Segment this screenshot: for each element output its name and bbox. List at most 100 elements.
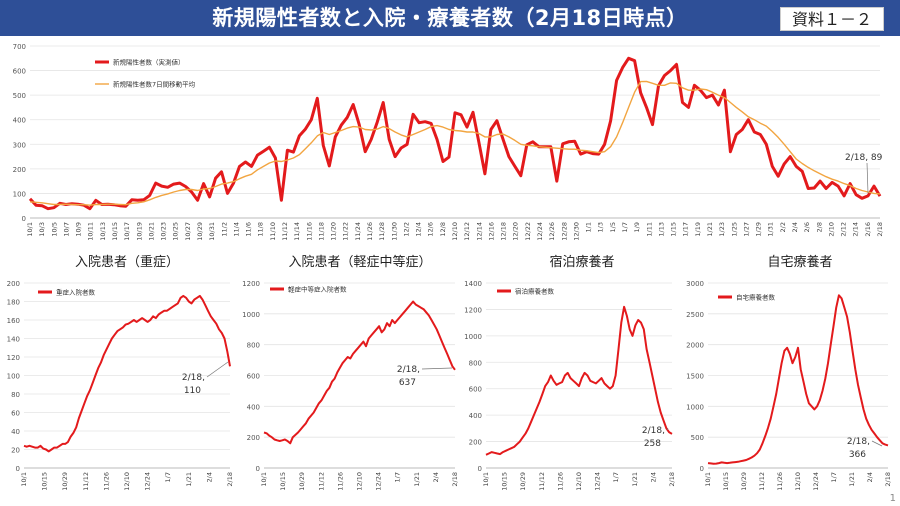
x-tick-label: 1/27 [742,222,750,237]
x-tick-label: 1/15 [670,222,678,237]
x-tick-label: 1/7 [394,472,402,482]
x-tick-label: 10/1 [482,472,490,487]
x-tick-label: 11/2 [220,222,228,237]
y-tick-label: 0 [16,465,20,473]
y-tick-label: 140 [7,336,20,344]
document-badge: 資料１－２ [780,7,884,31]
x-tick-label: 1/7 [830,472,838,482]
x-tick-label: 2/10 [827,222,835,237]
legend-label: 自宅療養者数 [736,293,776,302]
x-tick-label: 2/2 [779,222,787,232]
annotation-leader [206,361,229,378]
x-tick-label: 11/26 [336,472,344,491]
x-tick-label: 2/4 [205,472,213,482]
x-tick-label: 11/26 [776,472,784,491]
x-tick-label: 11/16 [305,222,313,241]
x-tick-label: 1/3 [597,222,605,232]
y-tick-label: 3000 [686,280,704,288]
x-tick-label: 10/1 [260,472,268,487]
x-tick-label: 1/7 [612,472,620,482]
legend-label: 軽症中等症入院者数 [288,285,347,294]
data-annotation: 2/18, [642,426,665,436]
legend-label: 宿泊療養者数 [515,287,555,296]
y-tick-label: 600 [13,68,26,76]
annotation-leader [866,162,869,194]
y-tick-label: 1200 [464,306,482,314]
data-annotation: 2/18, 89 [845,153,883,163]
x-tick-label: 10/15 [722,472,730,491]
x-tick-label: 2/6 [803,222,811,232]
x-tick-label: 2/4 [649,472,657,482]
x-tick-label: 2/4 [791,222,799,232]
y-tick-label: 2500 [686,311,704,319]
x-tick-label: 11/26 [366,222,374,241]
x-tick-label: 11/12 [317,472,325,491]
x-tick-label: 10/21 [147,222,155,241]
y-tick-label: 500 [691,434,704,442]
y-tick-label: 80 [11,391,20,399]
legend-label: 新規陽性者数7日間移動平均 [113,80,196,89]
x-tick-label: 10/1 [704,472,712,487]
x-tick-label: 12/24 [144,472,152,491]
y-tick-label: 200 [7,280,20,288]
y-tick-label: 800 [469,359,482,367]
y-tick-label: 100 [13,190,26,198]
x-tick-label: 10/11 [87,222,95,241]
x-tick-label: 1/13 [657,222,665,237]
annotation-leader [421,367,453,370]
x-tick-label: 2/8 [815,222,823,232]
y-tick-label: 20 [11,447,20,455]
annotation-leader [871,440,883,447]
y-tick-label: 600 [469,386,482,394]
x-tick-label: 1/7 [621,222,629,232]
y-tick-label: 400 [469,412,482,420]
data-annotation-value: 366 [849,450,866,460]
x-tick-label: 1/31 [767,222,775,237]
x-tick-label: 11/22 [342,222,350,241]
x-tick-label: 1/17 [682,222,690,237]
x-tick-label: 1/21 [185,472,193,487]
x-tick-label: 10/15 [41,472,49,491]
x-tick-label: 10/25 [172,222,180,241]
x-tick-label: 12/10 [356,472,364,491]
x-tick-label: 1/21 [848,472,856,487]
x-tick-label: 2/18 [668,472,676,487]
x-tick-label: 10/29 [61,472,69,491]
y-tick-label: 180 [7,299,20,307]
x-tick-label: 1/1 [585,222,593,232]
x-tick-label: 11/10 [269,222,277,241]
legend-label: 重症入院者数 [56,288,96,297]
x-tick-label: 1/29 [755,222,763,237]
x-tick-label: 10/27 [184,222,192,241]
x-tick-label: 12/4 [415,222,423,237]
y-tick-label: 0 [256,465,260,473]
page-number: 1 [889,493,896,504]
data-annotation: 2/18, [847,437,870,447]
x-tick-label: 2/14 [852,222,860,237]
x-tick-label: 10/13 [99,222,107,241]
x-tick-label: 10/19 [135,222,143,241]
y-tick-label: 200 [247,434,260,442]
legend-label: 新規陽性者数（実測値） [113,58,185,67]
x-tick-label: 12/24 [375,472,383,491]
x-tick-label: 2/16 [864,222,872,237]
y-tick-label: 2000 [686,342,704,350]
x-tick-label: 12/30 [572,222,580,241]
chart-title: 入院患者（重症） [75,254,179,270]
y-tick-label: 1400 [464,280,482,288]
y-tick-label: 700 [13,43,26,51]
x-tick-label: 10/3 [38,222,46,237]
x-tick-label: 12/26 [548,222,556,241]
x-tick-label: 10/29 [740,472,748,491]
x-tick-label: 10/9 [75,222,83,237]
x-tick-label: 12/24 [812,472,820,491]
data-annotation: 2/18, [182,373,205,383]
x-tick-label: 11/30 [390,222,398,241]
x-tick-label: 2/4 [432,472,440,482]
x-tick-label: 12/6 [427,222,435,237]
y-tick-label: 0 [478,465,482,473]
x-tick-label: 11/14 [293,222,301,241]
x-tick-label: 1/21 [413,472,421,487]
x-tick-label: 11/24 [354,222,362,241]
